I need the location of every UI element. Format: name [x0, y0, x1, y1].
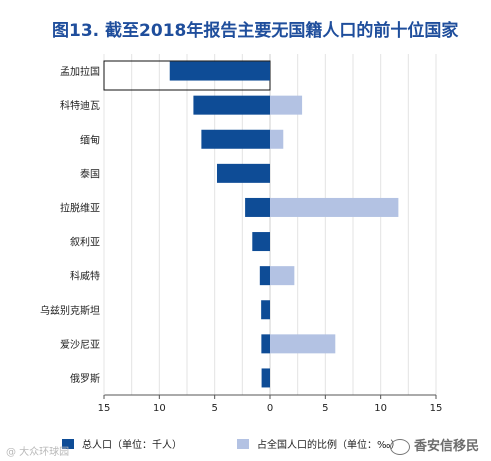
watermark-left: @ 大众环球园: [6, 447, 70, 458]
bar-total: [169, 61, 270, 81]
category-label: 孟加拉国: [60, 65, 100, 78]
x-tick-label: 15: [430, 403, 443, 414]
bar-share: [270, 129, 284, 149]
chart-title: 图13. 截至2018年报告主要无国籍人口的前十位国家: [52, 21, 459, 41]
x-tick-label: 5: [211, 403, 217, 414]
bar-total: [201, 129, 270, 149]
bar-total: [261, 300, 270, 320]
bar-share: [270, 95, 303, 115]
x-tick-label: 10: [153, 403, 166, 414]
x-axis-ticks: 15 10 5 0 5 10 15: [98, 395, 443, 414]
x-tick-label: 5: [322, 403, 328, 414]
bar-total: [245, 197, 270, 217]
category-label: 乌兹别克斯坦: [40, 304, 100, 317]
category-label: 泰国: [80, 167, 100, 180]
category-label: 爱沙尼亚: [60, 338, 100, 351]
category-label: 俄罗斯: [70, 372, 100, 385]
bars: [169, 61, 399, 388]
legend-swatch-total: [62, 438, 74, 449]
grid-lines: [103, 54, 437, 396]
bar-total: [216, 163, 270, 183]
bar-total: [259, 266, 270, 286]
wechat-icon: [390, 438, 410, 455]
bar-total: [261, 368, 270, 388]
legend-label-share: 占全国人口的比例（单位：‰）: [257, 440, 401, 451]
legend-item-total: 总人口（单位：千人）: [62, 436, 182, 451]
bar-total: [193, 95, 270, 115]
bar-total: [252, 232, 270, 252]
category-label: 缅甸: [80, 133, 100, 146]
category-label: 科特迪瓦: [60, 99, 100, 112]
bar-total: [261, 334, 270, 354]
legend-item-share: 占全国人口的比例（单位：‰）: [237, 436, 401, 451]
category-label: 拉脱维亚: [60, 201, 100, 214]
x-tick-label: 10: [374, 403, 387, 414]
category-label: 叙利亚: [70, 236, 100, 249]
legend-label-total: 总人口（单位：千人）: [82, 440, 182, 451]
x-tick-label: 15: [98, 403, 111, 414]
watermark-right: 香安信移民: [390, 435, 479, 455]
watermark-right-text: 香安信移民: [414, 439, 480, 454]
bar-share: [270, 197, 399, 217]
legend-swatch-share: [237, 438, 249, 449]
x-tick-label: 0: [267, 403, 273, 414]
bar-share: [270, 266, 295, 286]
bar-share: [270, 334, 336, 354]
category-label: 科威特: [70, 270, 100, 283]
